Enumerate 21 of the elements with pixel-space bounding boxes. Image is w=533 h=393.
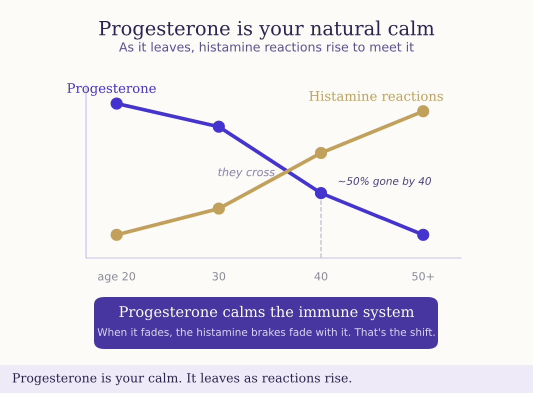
annotation: ~50% gone by 40 bbox=[338, 176, 431, 187]
point bbox=[212, 120, 225, 133]
text: When it fades, the histamine brakes fade with it. That's the shift. bbox=[98, 328, 435, 338]
x-tick-label: 30 bbox=[212, 272, 226, 280]
chart-subtitle: As it leaves, histamine reactions rise to meet it bbox=[119, 42, 414, 53]
point bbox=[110, 228, 123, 241]
point bbox=[110, 97, 123, 110]
x-tick-label: age 20 bbox=[98, 272, 136, 283]
point bbox=[314, 187, 328, 200]
series-label: Progesterone bbox=[67, 83, 156, 96]
text: Progesterone calms the immune system bbox=[119, 306, 414, 320]
point bbox=[417, 228, 430, 241]
x-tick-label: 40 bbox=[314, 272, 328, 280]
point bbox=[417, 105, 430, 118]
point bbox=[314, 146, 328, 160]
series-label: Histamine reactions bbox=[309, 91, 443, 101]
text: Progesterone is your calm. It leaves as reactions rise. bbox=[12, 372, 352, 386]
x-tick-label: 50+ bbox=[412, 272, 434, 280]
annotation: they cross bbox=[218, 168, 275, 178]
point bbox=[212, 202, 225, 215]
chart-title: Progesterone is your natural calm bbox=[99, 20, 434, 40]
